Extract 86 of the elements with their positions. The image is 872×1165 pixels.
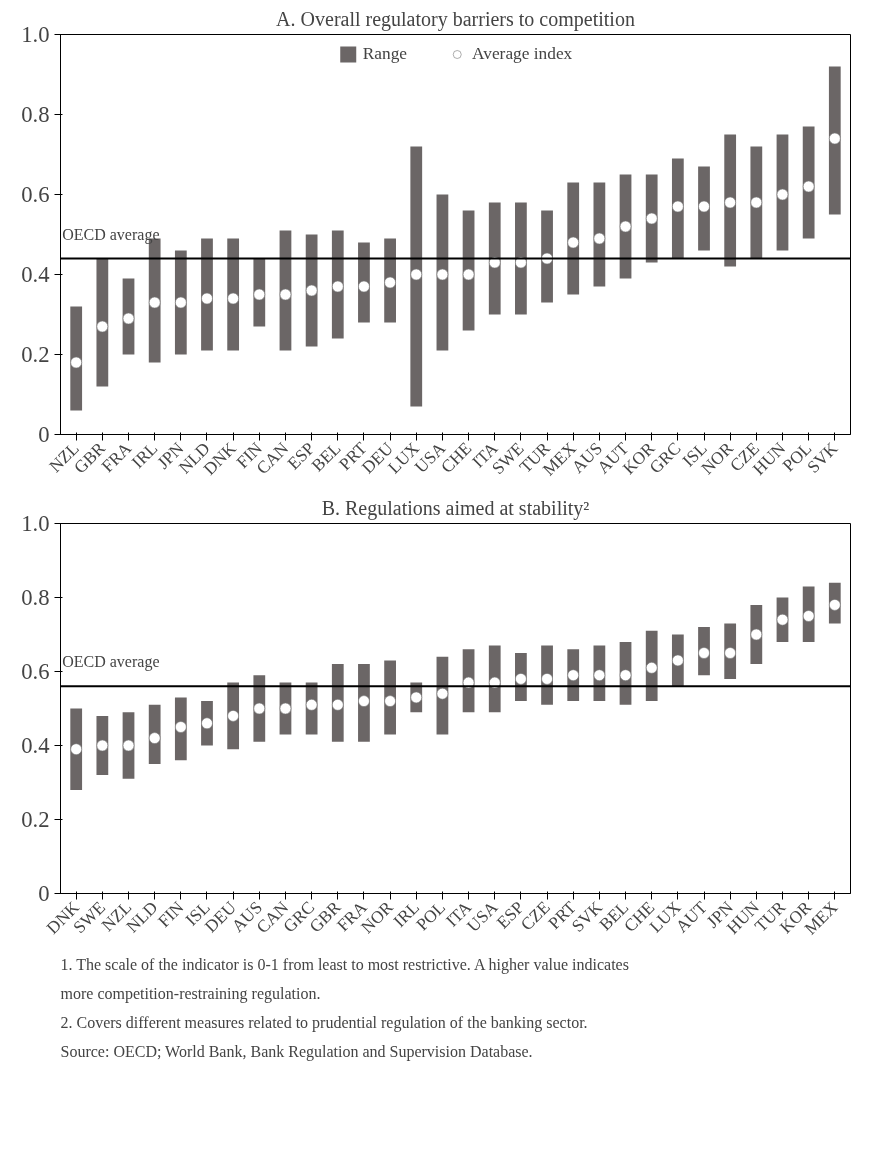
chart-title: B. Regulations aimed at stability² — [321, 496, 590, 520]
point — [515, 673, 527, 685]
point — [829, 132, 841, 145]
bar — [515, 202, 527, 315]
point — [70, 743, 82, 755]
source-note: Source: OECD; World Bank, Bank Regulation and Supervision Database. — [60, 1042, 533, 1061]
point — [201, 717, 213, 730]
point — [750, 628, 763, 641]
point — [384, 276, 396, 289]
y-tick-label: 0.2 — [21, 807, 50, 832]
y-tick-label: 0.2 — [21, 342, 50, 367]
point — [645, 662, 658, 674]
point — [672, 654, 684, 667]
point — [305, 284, 318, 297]
point — [227, 710, 239, 722]
bar — [410, 146, 423, 407]
point — [750, 196, 763, 209]
bar — [724, 134, 737, 267]
point — [175, 296, 187, 309]
bar — [70, 306, 83, 411]
text: more competition-restraining regulation. — [60, 984, 321, 1003]
point — [96, 320, 109, 333]
point — [410, 691, 423, 704]
point — [802, 610, 815, 622]
point — [70, 356, 82, 369]
bar — [802, 126, 815, 239]
point — [645, 212, 658, 225]
y-tick-label: 0.6 — [21, 182, 50, 207]
y-tick-label: 0.8 — [21, 102, 50, 127]
y-tick-label: 0.6 — [21, 659, 50, 684]
bar — [750, 146, 763, 259]
point — [279, 288, 292, 301]
text: 1. The scale of the indicator is 0-1 from least to most restrictive. A higher value indicates — [60, 955, 629, 974]
bar — [436, 194, 449, 351]
y-tick-label: 0 — [38, 422, 50, 447]
y-tick-label: 0 — [38, 881, 50, 906]
point — [462, 268, 475, 281]
point — [802, 180, 815, 193]
point — [122, 312, 135, 325]
point — [201, 292, 213, 305]
point — [227, 292, 239, 305]
point — [567, 236, 580, 249]
point — [436, 268, 449, 281]
y-tick-label: 1.0 — [21, 511, 50, 536]
point — [672, 200, 684, 213]
point — [96, 739, 109, 752]
point — [776, 188, 789, 201]
legend-label: Average index — [472, 44, 573, 64]
point — [436, 687, 449, 700]
point — [305, 699, 318, 711]
bar — [828, 66, 841, 215]
point — [410, 268, 423, 281]
point — [593, 669, 606, 681]
point — [175, 721, 187, 733]
point — [148, 296, 161, 309]
point — [253, 702, 266, 715]
point — [384, 695, 396, 707]
text: 2. Covers different measures related to prudential regulation of the banking sector. — [60, 1013, 588, 1032]
point — [122, 739, 135, 752]
point — [253, 288, 266, 301]
ref-line-label: OECD average — [62, 653, 160, 672]
bar — [671, 158, 684, 259]
point — [358, 280, 370, 293]
point — [358, 695, 370, 707]
point — [331, 280, 344, 293]
point — [619, 669, 632, 681]
point — [724, 647, 736, 659]
chart-title: A. Overall regulatory barriers to competition — [276, 7, 635, 31]
point — [698, 200, 710, 213]
point — [698, 647, 710, 659]
point — [279, 702, 292, 715]
point — [776, 613, 789, 626]
point — [567, 669, 580, 681]
y-tick-label: 1.0 — [21, 22, 50, 47]
point — [619, 220, 632, 233]
point — [541, 673, 553, 685]
bar — [488, 202, 501, 315]
y-tick-label: 0.4 — [21, 733, 50, 758]
point — [593, 232, 606, 245]
point — [724, 196, 736, 209]
legend-label: Range — [362, 44, 408, 64]
bar — [96, 258, 109, 387]
y-tick-label: 0.8 — [21, 585, 50, 610]
point — [148, 732, 161, 744]
y-tick-label: 0.4 — [21, 262, 50, 287]
point — [331, 699, 344, 711]
